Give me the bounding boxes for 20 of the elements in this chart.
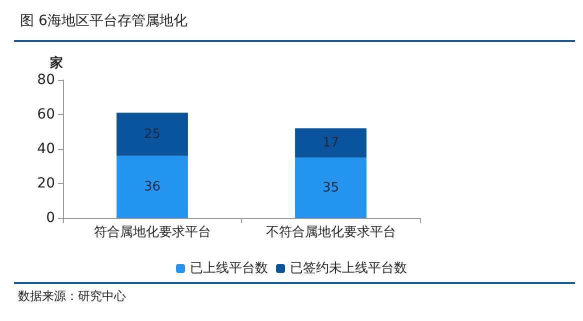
y-tick-label: 40 [37, 141, 55, 157]
bar [116, 156, 188, 218]
y-axis-title: 家 [49, 55, 63, 71]
bar [116, 112, 188, 156]
data-label: 36 [144, 179, 161, 194]
y-tick-label: 80 [37, 72, 55, 88]
bar [295, 158, 366, 218]
source-note: 数据来源：研究中心 [17, 288, 127, 305]
bar [295, 128, 366, 158]
data-label: 35 [322, 180, 340, 196]
y-tick-label: 60 [37, 106, 55, 122]
chart-title: 图 6海地区平台存管属地化 [19, 12, 188, 31]
x-tick-label: 符合属地化要求平台 [94, 225, 211, 240]
data-label: 25 [144, 126, 161, 142]
legend-label: 已上线平台数 [190, 261, 268, 276]
legend-label: 已签约未上线平台数 [290, 261, 407, 276]
x-tick-label: 不符合属地化要求平台 [266, 225, 396, 240]
y-tick-label: 0 [46, 210, 55, 226]
data-label: 17 [322, 135, 340, 150]
y-tick-label: 20 [37, 176, 55, 192]
